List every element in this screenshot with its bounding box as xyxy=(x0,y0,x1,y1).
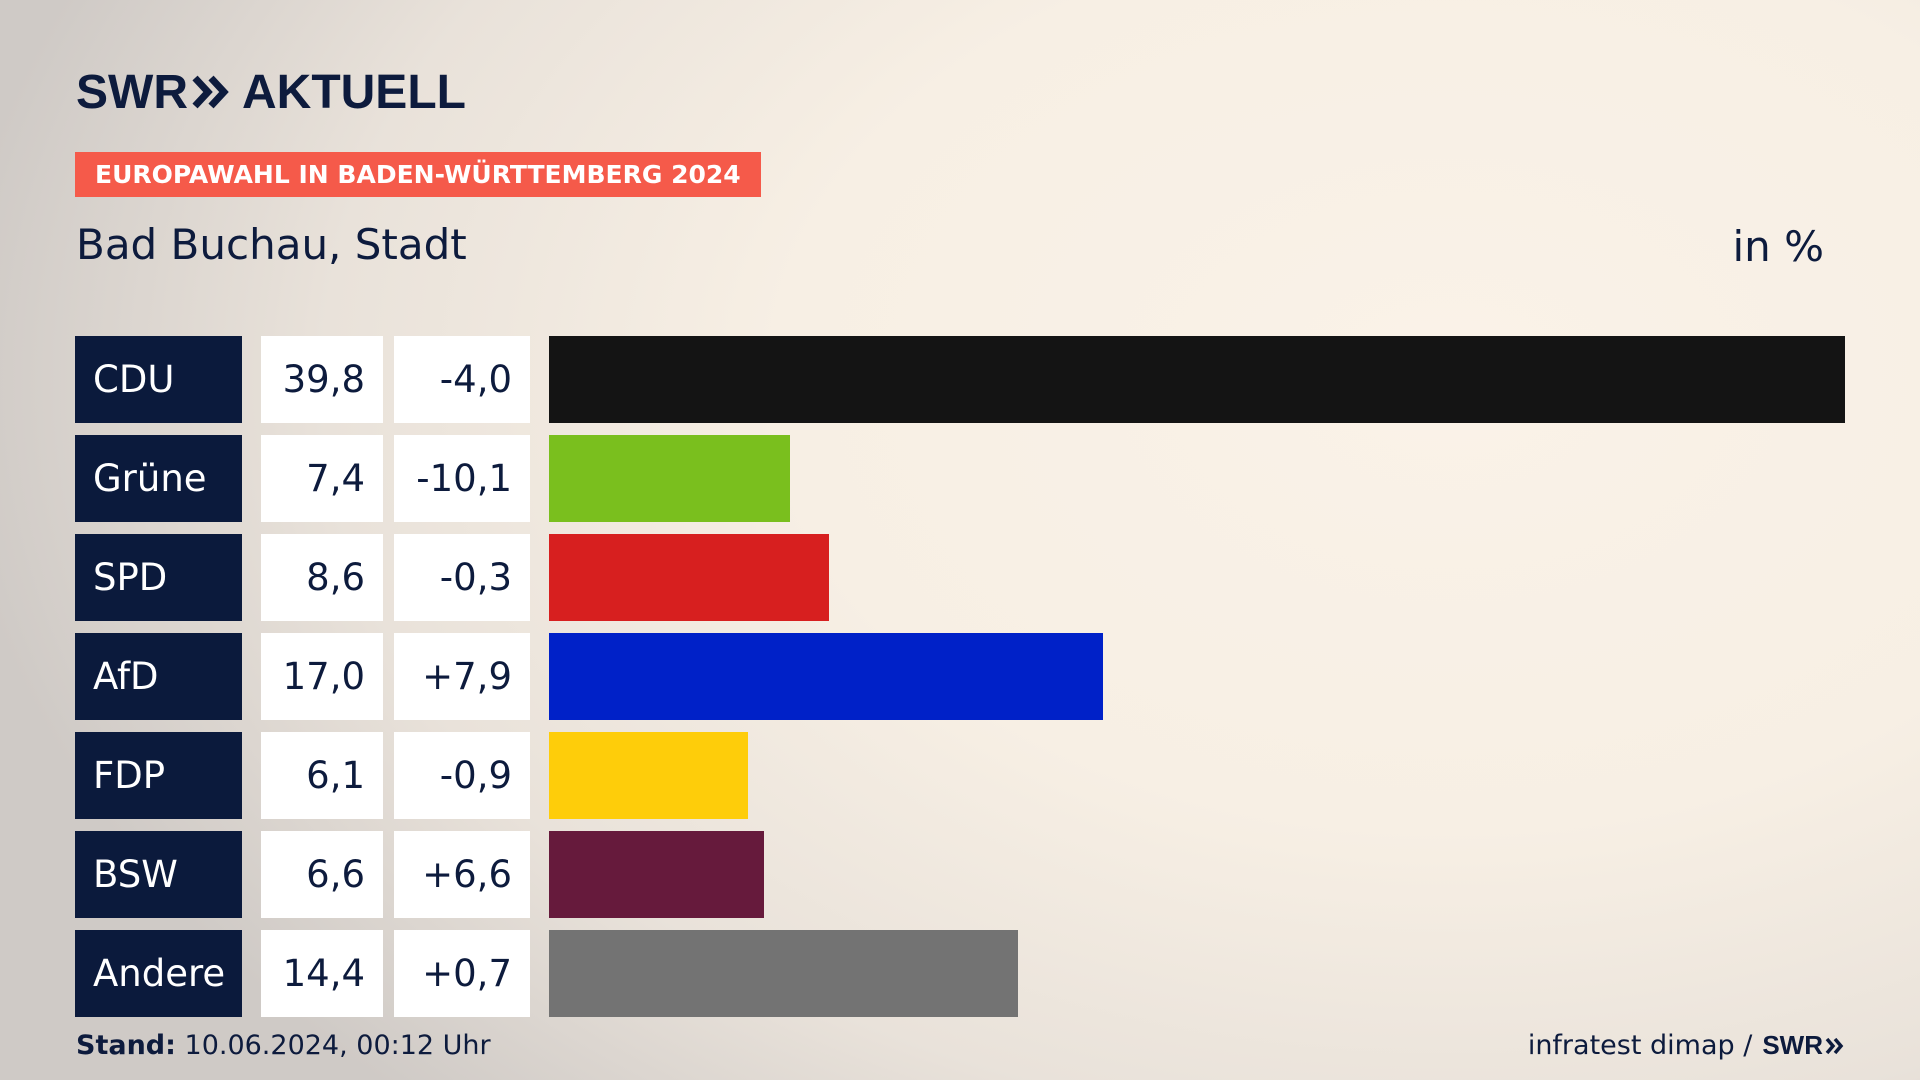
party-label: FDP xyxy=(75,732,242,819)
stand-value: 10.06.2024, 00:12 Uhr xyxy=(184,1030,491,1061)
double-chevron-icon xyxy=(192,75,229,109)
bar-spd xyxy=(549,534,829,621)
party-label: Andere xyxy=(75,930,242,1017)
diff-label: +0,7 xyxy=(394,930,530,1017)
diff-label: -0,9 xyxy=(394,732,530,819)
party-label: Grüne xyxy=(75,435,242,522)
source-text: infratest dimap / xyxy=(1527,1030,1753,1061)
bar-cdu xyxy=(549,336,1845,423)
value-label: 8,6 xyxy=(261,534,383,621)
value-label: 7,4 xyxy=(261,435,383,522)
source-brand: SWR xyxy=(1762,1030,1823,1060)
footer-timestamp: Stand: 10.06.2024, 00:12 Uhr xyxy=(76,1030,491,1061)
bar-row-cdu: CDU 39,8 -4,0 xyxy=(75,336,1845,423)
bar-afd xyxy=(549,633,1103,720)
value-label: 39,8 xyxy=(261,336,383,423)
diff-label: -0,3 xyxy=(394,534,530,621)
bar-andere xyxy=(549,930,1018,1017)
bar-row-afd: AfD 17,0 +7,9 xyxy=(75,633,1845,720)
party-label: BSW xyxy=(75,831,242,918)
diff-label: -10,1 xyxy=(394,435,530,522)
swr-aktuell-logo: SWR AKTUELL xyxy=(76,64,466,120)
double-chevron-icon xyxy=(1825,1037,1844,1054)
diff-label: +7,9 xyxy=(394,633,530,720)
diff-label: -4,0 xyxy=(394,336,530,423)
brand-name: SWR xyxy=(76,65,188,119)
unit-label: in % xyxy=(1732,222,1824,271)
brand-suffix: AKTUELL xyxy=(241,65,466,119)
value-label: 17,0 xyxy=(261,633,383,720)
value-label: 6,6 xyxy=(261,831,383,918)
party-label: AfD xyxy=(75,633,242,720)
bar-row-andere: Andere 14,4 +0,7 xyxy=(75,930,1845,1017)
value-label: 14,4 xyxy=(261,930,383,1017)
bar-row-spd: SPD 8,6 -0,3 xyxy=(75,534,1845,621)
page-title: Bad Buchau, Stadt xyxy=(76,220,467,269)
bar-row-bsw: BSW 6,6 +6,6 xyxy=(75,831,1845,918)
swr-small-logo: SWR xyxy=(1762,1030,1845,1061)
bar-row-grüne: Grüne 7,4 -10,1 xyxy=(75,435,1845,522)
stand-label: Stand: xyxy=(76,1030,176,1061)
bar-grüne xyxy=(549,435,790,522)
bar-fdp xyxy=(549,732,748,819)
party-label: CDU xyxy=(75,336,242,423)
footer-source: infratest dimap / SWR xyxy=(1528,1030,1845,1061)
value-label: 6,1 xyxy=(261,732,383,819)
bar-bsw xyxy=(549,831,764,918)
bar-row-fdp: FDP 6,1 -0,9 xyxy=(75,732,1845,819)
diff-label: +6,6 xyxy=(394,831,530,918)
party-label: SPD xyxy=(75,534,242,621)
election-tag: EUROPAWAHL IN BADEN-WÜRTTEMBERG 2024 xyxy=(75,152,761,197)
